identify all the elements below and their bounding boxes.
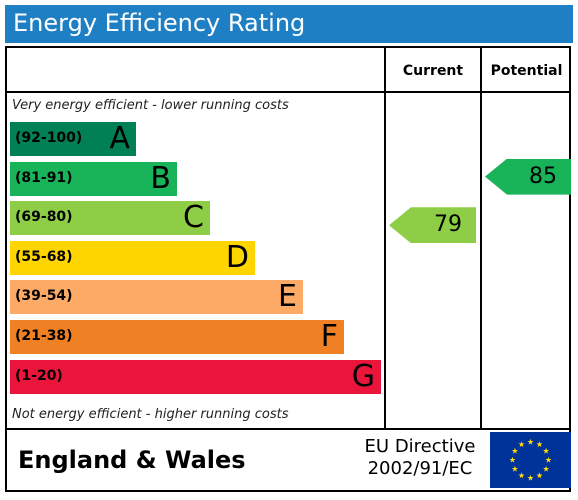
band-letter: E bbox=[278, 279, 297, 315]
header-divider bbox=[5, 91, 571, 93]
band-g: (1-20) G bbox=[10, 358, 381, 394]
eu-star-icon bbox=[511, 447, 518, 454]
chart-title: Energy Efficiency Rating bbox=[13, 9, 306, 37]
band-letter: F bbox=[320, 319, 338, 354]
band-letter: A bbox=[109, 121, 130, 156]
eu-star-icon bbox=[543, 447, 550, 454]
footer-region: England & Wales bbox=[18, 446, 246, 474]
bottom-note: Not energy efficient - higher running co… bbox=[12, 407, 289, 422]
eu-star-icon bbox=[543, 465, 550, 472]
band-letter: D bbox=[225, 239, 249, 275]
band-range-label: (1-20) bbox=[15, 367, 63, 384]
current-column-header: Current bbox=[402, 63, 464, 79]
band-d: (55-68) D bbox=[10, 239, 255, 275]
eu-star-icon bbox=[509, 456, 516, 463]
directive-line-2: 2002/91/EC bbox=[367, 458, 473, 479]
eu-star-icon bbox=[518, 472, 525, 479]
potential-rating-arrow-value: 85 bbox=[529, 163, 557, 189]
band-c: (69-80) C bbox=[10, 200, 210, 236]
band-letter: B bbox=[150, 160, 171, 196]
band-range-label: (55-68) bbox=[15, 248, 73, 265]
eu-flag-stars bbox=[509, 438, 552, 481]
band-letter: G bbox=[351, 358, 375, 394]
band-letter: C bbox=[183, 200, 204, 236]
eu-star-icon bbox=[527, 474, 534, 481]
chart-frame bbox=[5, 46, 571, 492]
title-bar: Energy Efficiency Rating bbox=[5, 5, 573, 43]
column-divider-potential bbox=[480, 46, 482, 430]
current-rating-arrow-value: 79 bbox=[434, 212, 462, 238]
eu-star-icon bbox=[536, 441, 543, 447]
band-range-label: (69-80) bbox=[15, 209, 73, 226]
footer-directive: EU Directive 2002/91/EC bbox=[350, 436, 490, 480]
band-range-label: (21-38) bbox=[15, 328, 73, 344]
eu-star-icon bbox=[536, 472, 543, 479]
band-range-label: (92-100) bbox=[15, 130, 83, 146]
footer-divider bbox=[5, 428, 571, 430]
column-divider-current bbox=[384, 46, 386, 430]
eu-flag bbox=[490, 432, 571, 488]
band-f: (21-38) F bbox=[10, 320, 344, 354]
band-range-label: (39-54) bbox=[15, 288, 73, 305]
eu-star-icon bbox=[511, 465, 518, 472]
top-note: Very energy efficient - lower running co… bbox=[12, 98, 289, 113]
directive-line-1: EU Directive bbox=[364, 436, 476, 457]
potential-column-header: Potential bbox=[490, 63, 563, 79]
eu-star-icon bbox=[527, 438, 534, 445]
band-b: (81-91) B bbox=[10, 160, 177, 196]
eu-star-icon bbox=[518, 441, 525, 447]
eu-star-icon bbox=[545, 456, 552, 463]
band-range-label: (81-91) bbox=[15, 169, 73, 186]
band-a: (92-100) A bbox=[10, 122, 136, 156]
band-e: (39-54) E bbox=[10, 279, 303, 315]
